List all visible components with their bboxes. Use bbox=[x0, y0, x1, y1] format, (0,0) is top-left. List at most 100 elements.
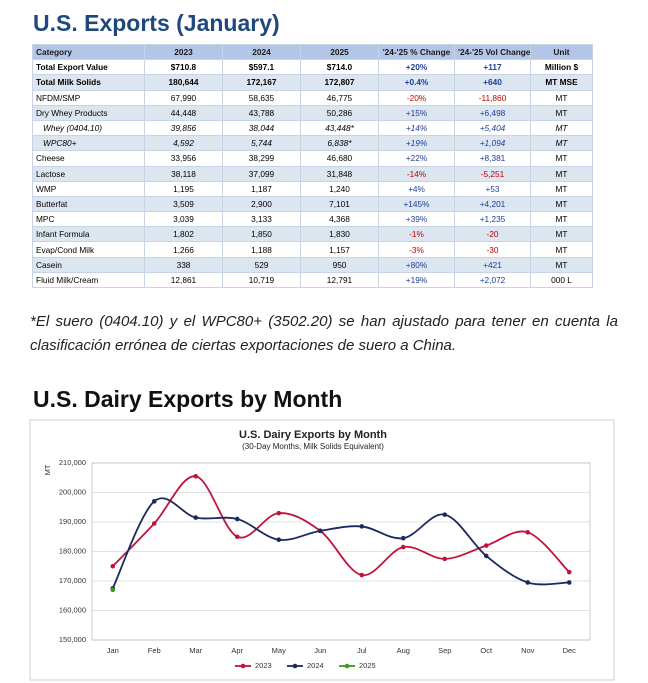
data-point bbox=[234, 534, 240, 540]
table-cell: MT bbox=[530, 180, 593, 197]
data-point bbox=[193, 515, 199, 520]
table-cell: +15% bbox=[378, 104, 455, 121]
table-cell: +421 bbox=[454, 256, 531, 273]
table-cell: MT bbox=[530, 256, 593, 273]
table-cell: 1,850 bbox=[222, 226, 301, 243]
table-cell: MT bbox=[530, 119, 593, 137]
table-cell: 1,188 bbox=[222, 241, 301, 258]
table-cell: Total Milk Solids bbox=[32, 74, 145, 91]
table-cell: +22% bbox=[378, 150, 455, 167]
table-row: Butterfat 3,509 2,900 7,101 +145% +4,201 MT bbox=[32, 195, 593, 213]
table-cell: 3,509 bbox=[144, 195, 223, 213]
x-tick-label: Jun bbox=[314, 646, 326, 655]
y-tick-label: 170,000 bbox=[59, 576, 86, 585]
legend-label: 2023 bbox=[255, 661, 272, 670]
table-cell: 529 bbox=[222, 256, 301, 273]
table-cell: 12,791 bbox=[300, 271, 379, 289]
chart-frame bbox=[29, 419, 615, 681]
table-cell: 43,448* bbox=[300, 119, 379, 137]
y-tick-label: 190,000 bbox=[59, 517, 86, 526]
data-point bbox=[234, 516, 240, 522]
table-cell: MT bbox=[530, 150, 593, 167]
data-point bbox=[566, 580, 572, 585]
table-cell: 338 bbox=[144, 256, 223, 273]
data-point bbox=[151, 499, 157, 504]
table-cell: +8,381 bbox=[454, 150, 531, 167]
table-row: WMP 1,195 1,187 1,240 +4% +53 MT bbox=[32, 180, 593, 197]
table-cell: 1,830 bbox=[300, 226, 379, 243]
table-cell: 37,099 bbox=[222, 165, 301, 182]
data-point bbox=[110, 563, 116, 569]
y-tick-label: 160,000 bbox=[59, 605, 86, 614]
table-cell: 38,299 bbox=[222, 150, 301, 167]
table-cell: +640 bbox=[454, 74, 531, 91]
x-tick-label: Sep bbox=[438, 646, 451, 655]
series-line bbox=[111, 497, 570, 589]
table-cell: Dry Whey Products bbox=[32, 104, 145, 121]
y-axis-label: MT bbox=[43, 464, 52, 475]
data-point bbox=[359, 572, 365, 578]
legend-label: 2025 bbox=[359, 661, 376, 670]
table-cell: 4,368 bbox=[300, 211, 379, 228]
table-cell: +145% bbox=[378, 195, 455, 213]
x-tick-label: Apr bbox=[231, 646, 243, 655]
table-cell: 10,719 bbox=[222, 271, 301, 289]
table-cell: Million $ bbox=[530, 59, 593, 76]
chart-title: U.S. Dairy Exports by Month bbox=[239, 429, 387, 441]
table-row: Cheese 33,956 38,299 46,680 +22% +8,381 MT bbox=[32, 150, 593, 167]
table-cell: 172,167 bbox=[222, 74, 301, 91]
table-row: Fluid Milk/Cream 12,861 10,719 12,791 +19% +2… bbox=[32, 271, 593, 289]
data-point bbox=[566, 569, 572, 575]
legend-label: 2024 bbox=[307, 661, 324, 670]
table-row: WPC80+ 4,592 5,744 6,838* +19% +1,094 MT bbox=[32, 135, 593, 152]
data-point bbox=[359, 524, 365, 529]
x-tick-label: May bbox=[272, 646, 286, 655]
table-cell: 6,838* bbox=[300, 135, 379, 152]
table-cell: 43,788 bbox=[222, 104, 301, 121]
table-cell: 3,133 bbox=[222, 211, 301, 228]
plot-border bbox=[91, 462, 591, 641]
data-point bbox=[110, 587, 116, 593]
table-cell: 5,744 bbox=[222, 135, 301, 152]
table-row: Total Milk Solids 180,644 172,167 172,807 +0… bbox=[32, 74, 593, 91]
table-cell: 4,592 bbox=[144, 135, 223, 152]
table-cell: +2,072 bbox=[454, 271, 531, 289]
table-cell: 2,900 bbox=[222, 195, 301, 213]
table-cell: +80% bbox=[378, 256, 455, 273]
table-row: Lactose 38,118 37,099 31,848 -14% -5,251 MT bbox=[32, 165, 593, 182]
column-header: Unit bbox=[530, 43, 593, 61]
table-cell: 950 bbox=[300, 256, 379, 273]
table-cell: +6,498 bbox=[454, 104, 531, 121]
table-cell: 000 L bbox=[530, 271, 593, 289]
data-point bbox=[525, 580, 531, 585]
legend-marker bbox=[344, 663, 350, 669]
table-cell: Casein bbox=[32, 256, 145, 273]
table-cell: 1,195 bbox=[144, 180, 223, 197]
table-cell: MT MSE bbox=[530, 74, 593, 91]
table-cell: 46,680 bbox=[300, 150, 379, 167]
table-cell: 172,807 bbox=[300, 74, 379, 91]
table-cell: MT bbox=[530, 211, 593, 228]
table-cell: 67,990 bbox=[144, 89, 223, 106]
table-row: Infant Formula 1,802 1,850 1,830 -1% -20 MT bbox=[32, 226, 593, 243]
y-tick-label: 210,000 bbox=[59, 458, 86, 467]
table-cell: 3,039 bbox=[144, 211, 223, 228]
table-cell: 38,118 bbox=[144, 165, 223, 182]
table-row: NFDM/SMP 67,990 58,635 46,775 -20% -11,860 MT bbox=[32, 89, 593, 106]
table-cell: +39% bbox=[378, 211, 455, 228]
footnote: *El suero (0404.10) y el WPC80+ (3502.20… bbox=[30, 313, 618, 354]
data-point bbox=[317, 528, 323, 534]
exports-table: Category 2023 2024 2025'24-'25 % Change '24-… bbox=[32, 43, 593, 289]
table-cell: Total Export Value bbox=[32, 59, 145, 76]
data-point bbox=[400, 535, 406, 541]
table-cell: -30 bbox=[454, 241, 531, 258]
table-row: Casein 338 529 950 +80% +421 MT bbox=[32, 256, 593, 273]
legend-marker bbox=[240, 663, 246, 669]
table-cell: +53 bbox=[454, 180, 531, 197]
table-cell: NFDM/SMP bbox=[32, 89, 145, 106]
table-cell: -20% bbox=[378, 89, 455, 106]
table-cell: +0.4% bbox=[378, 74, 455, 91]
table-cell: Infant Formula bbox=[32, 226, 145, 243]
table-cell: +4,201 bbox=[454, 195, 531, 213]
table-cell: MT bbox=[530, 195, 593, 213]
